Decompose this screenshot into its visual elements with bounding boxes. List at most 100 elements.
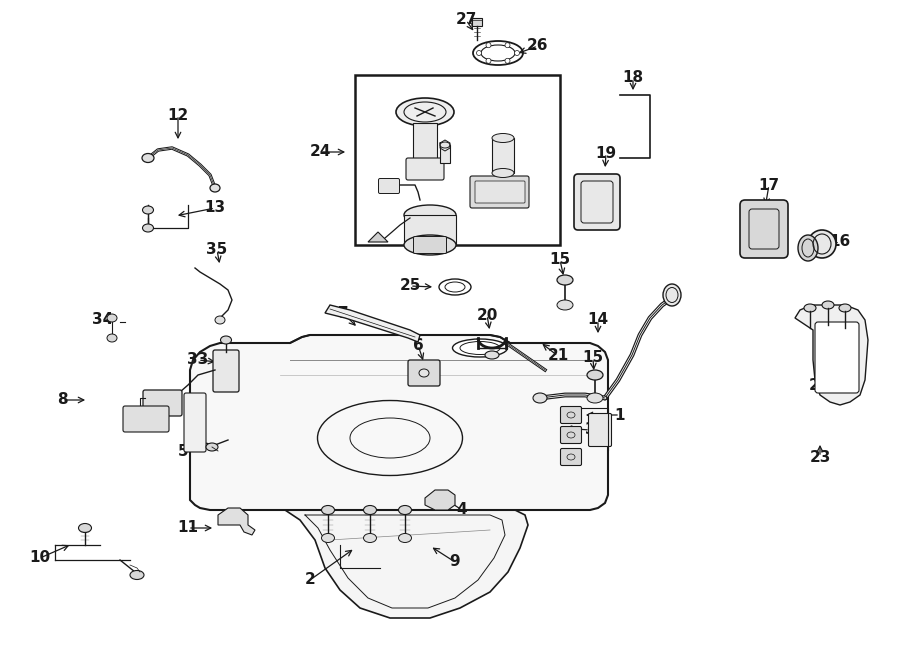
- Text: 24: 24: [310, 145, 330, 159]
- Ellipse shape: [215, 316, 225, 324]
- Circle shape: [515, 50, 519, 56]
- FancyBboxPatch shape: [470, 176, 529, 208]
- Ellipse shape: [220, 336, 231, 344]
- Text: 19: 19: [596, 145, 617, 161]
- Ellipse shape: [399, 506, 411, 514]
- Ellipse shape: [404, 205, 456, 225]
- Ellipse shape: [492, 169, 514, 178]
- Circle shape: [505, 43, 510, 48]
- Text: 4: 4: [456, 502, 467, 518]
- Text: 20: 20: [476, 307, 498, 323]
- Ellipse shape: [492, 134, 514, 143]
- Text: 9: 9: [450, 555, 460, 570]
- FancyBboxPatch shape: [184, 393, 206, 452]
- Ellipse shape: [485, 351, 499, 359]
- Ellipse shape: [142, 153, 154, 163]
- Text: 3: 3: [585, 422, 595, 438]
- FancyBboxPatch shape: [589, 414, 611, 446]
- Ellipse shape: [587, 393, 603, 403]
- FancyBboxPatch shape: [574, 174, 620, 230]
- Ellipse shape: [142, 206, 154, 214]
- Polygon shape: [190, 335, 608, 510]
- Text: 17: 17: [759, 178, 779, 192]
- Text: 13: 13: [204, 200, 226, 215]
- Ellipse shape: [107, 314, 117, 322]
- Ellipse shape: [557, 275, 573, 285]
- Polygon shape: [425, 490, 455, 510]
- FancyBboxPatch shape: [561, 426, 581, 444]
- Ellipse shape: [399, 533, 411, 543]
- Ellipse shape: [663, 284, 681, 306]
- Bar: [413, 123, 437, 163]
- Text: 12: 12: [167, 108, 189, 122]
- Text: 33: 33: [187, 352, 209, 368]
- Text: 18: 18: [623, 71, 644, 85]
- FancyBboxPatch shape: [413, 237, 446, 254]
- Text: 28: 28: [527, 102, 549, 118]
- Circle shape: [476, 50, 482, 56]
- Bar: [472, 18, 482, 26]
- Ellipse shape: [533, 393, 547, 403]
- Circle shape: [486, 43, 491, 48]
- Text: 2: 2: [304, 572, 315, 588]
- Text: 22: 22: [809, 379, 831, 393]
- Text: 6: 6: [412, 338, 423, 352]
- Circle shape: [486, 58, 491, 63]
- Text: 15: 15: [549, 253, 571, 268]
- Ellipse shape: [206, 443, 218, 451]
- Text: 16: 16: [830, 235, 850, 249]
- FancyBboxPatch shape: [740, 200, 788, 258]
- Ellipse shape: [396, 98, 454, 126]
- Polygon shape: [368, 232, 388, 242]
- Text: 34: 34: [93, 313, 113, 327]
- Text: 29: 29: [529, 143, 551, 157]
- Ellipse shape: [321, 533, 335, 543]
- Bar: [440, 145, 450, 163]
- Ellipse shape: [453, 339, 508, 357]
- Bar: [355, 75, 560, 245]
- Ellipse shape: [107, 334, 117, 342]
- Text: 10: 10: [30, 551, 50, 566]
- Ellipse shape: [404, 235, 456, 255]
- Text: 14: 14: [588, 313, 608, 327]
- Ellipse shape: [364, 533, 376, 543]
- Text: 30: 30: [527, 176, 549, 190]
- Text: 35: 35: [206, 243, 228, 258]
- Text: 26: 26: [527, 38, 549, 54]
- Text: 25: 25: [400, 278, 420, 293]
- FancyBboxPatch shape: [815, 322, 859, 393]
- Text: 23: 23: [809, 449, 831, 465]
- Ellipse shape: [557, 300, 573, 310]
- FancyBboxPatch shape: [406, 158, 444, 180]
- FancyBboxPatch shape: [561, 407, 581, 424]
- Text: 1: 1: [615, 407, 626, 422]
- Polygon shape: [325, 305, 420, 342]
- Ellipse shape: [822, 301, 834, 309]
- Text: 21: 21: [547, 348, 569, 364]
- Text: 11: 11: [177, 520, 199, 535]
- Ellipse shape: [804, 304, 816, 312]
- Ellipse shape: [798, 235, 818, 261]
- Ellipse shape: [210, 184, 220, 192]
- FancyBboxPatch shape: [379, 178, 400, 194]
- FancyBboxPatch shape: [408, 360, 440, 386]
- Ellipse shape: [419, 369, 429, 377]
- Bar: [404, 215, 456, 245]
- Polygon shape: [218, 508, 255, 535]
- Ellipse shape: [808, 230, 836, 258]
- Ellipse shape: [364, 506, 376, 514]
- Circle shape: [505, 58, 510, 63]
- Polygon shape: [285, 510, 528, 618]
- Text: 15: 15: [582, 350, 604, 366]
- Text: 8: 8: [57, 393, 68, 407]
- Ellipse shape: [839, 304, 851, 312]
- Ellipse shape: [321, 506, 335, 514]
- Ellipse shape: [440, 142, 450, 148]
- FancyBboxPatch shape: [213, 350, 239, 392]
- FancyBboxPatch shape: [561, 449, 581, 465]
- Text: 32: 32: [402, 173, 424, 188]
- Text: 31: 31: [402, 139, 424, 153]
- FancyBboxPatch shape: [475, 181, 525, 203]
- Text: 5: 5: [177, 444, 188, 459]
- Ellipse shape: [142, 224, 154, 232]
